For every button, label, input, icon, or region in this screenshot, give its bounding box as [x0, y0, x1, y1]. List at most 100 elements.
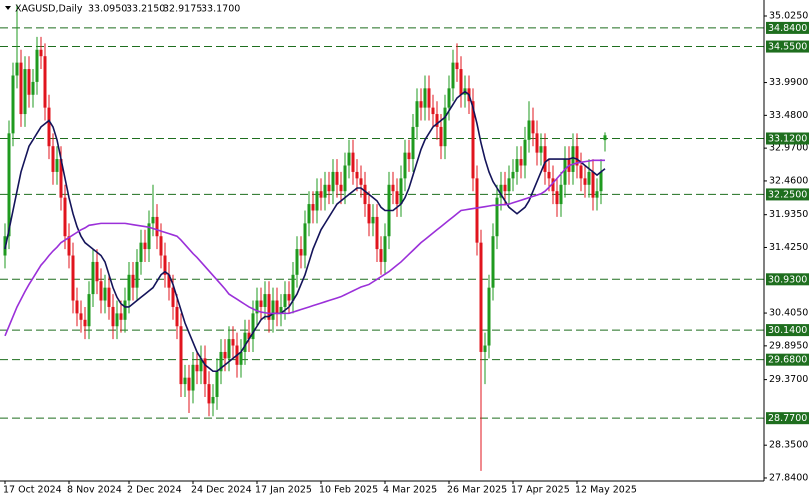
- candle-body: [527, 120, 531, 140]
- candle-body: [495, 197, 499, 237]
- x-tick-label: 17 Jan 2025: [255, 485, 312, 496]
- candle-body: [339, 184, 343, 192]
- y-tick-label: 35.0250: [769, 11, 808, 22]
- candle-body: [255, 300, 259, 314]
- candle-body: [47, 107, 51, 147]
- level-label: 30.9300: [768, 274, 807, 285]
- candle-body: [311, 204, 315, 211]
- candle-body: [139, 242, 143, 262]
- x-tick-label: 8 Nov 2024: [67, 485, 122, 496]
- candle-body: [207, 384, 211, 404]
- candle-body: [507, 178, 511, 192]
- candle-body: [491, 236, 495, 288]
- candle-body: [471, 101, 475, 179]
- candle-body: [371, 216, 375, 224]
- candle-body: [143, 242, 147, 250]
- candle-body: [487, 287, 491, 346]
- candle-body: [187, 377, 191, 391]
- x-tick-label: 24 Dec 2024: [191, 485, 252, 496]
- candle-body: [303, 223, 307, 256]
- candle-body: [75, 300, 79, 314]
- candle-body: [151, 216, 155, 224]
- level-label-box: [766, 412, 809, 425]
- candle-body: [559, 184, 563, 205]
- candle-body: [51, 146, 55, 172]
- y-tick-label: 27.8400: [769, 472, 808, 483]
- candle-body: [183, 377, 187, 385]
- candle-body: [15, 62, 19, 76]
- candle-body: [395, 191, 399, 205]
- candle-body: [211, 396, 215, 404]
- candle-body: [287, 294, 291, 301]
- plot-area: [0, 4, 764, 471]
- candle-body: [459, 69, 463, 95]
- candle-body: [439, 126, 443, 147]
- candle-body: [259, 300, 263, 307]
- candle-body: [403, 152, 407, 179]
- moving-average-line: [4, 159, 605, 337]
- candle-body: [347, 152, 351, 166]
- candle-body: [563, 159, 567, 185]
- level-label: 28.7700: [768, 413, 807, 424]
- candle-body: [55, 159, 59, 172]
- candle-body: [7, 133, 11, 237]
- ohlc-high: 33.2150: [126, 4, 165, 15]
- candle-body: [599, 171, 603, 192]
- candle-body: [355, 171, 359, 179]
- candle-body: [595, 191, 599, 198]
- y-tick-label: 32.4600: [769, 175, 808, 186]
- candle-body: [83, 319, 87, 327]
- candle-body: [483, 345, 487, 352]
- collapse-arrow[interactable]: [5, 6, 11, 10]
- y-tick-label: 32.9700: [769, 143, 808, 154]
- candle-body: [247, 332, 251, 340]
- candle-body: [551, 178, 555, 192]
- candle-body: [95, 261, 99, 282]
- candle-body: [531, 120, 535, 134]
- candle-body: [159, 236, 163, 256]
- candle-body: [363, 184, 367, 205]
- candle-body: [43, 56, 47, 108]
- candle-body: [87, 294, 91, 327]
- candle-body: [59, 159, 63, 198]
- candle-body: [107, 287, 111, 307]
- candle-body: [263, 294, 267, 307]
- candle-body: [523, 139, 527, 166]
- candle-body: [591, 171, 595, 198]
- candle-body: [407, 152, 411, 160]
- candle-body: [91, 261, 95, 295]
- level-label-box: [766, 132, 809, 145]
- y-tick-label: 31.9350: [769, 209, 808, 220]
- candle-body: [179, 326, 183, 385]
- candle-body: [147, 223, 151, 250]
- level-label-box: [766, 188, 809, 201]
- candle-body: [415, 101, 419, 127]
- y-tick-label: 33.4800: [769, 110, 808, 121]
- candle-body: [215, 371, 219, 397]
- candle-body: [343, 165, 347, 192]
- candle-body: [203, 358, 207, 385]
- x-tick-label: 10 Feb 2025: [319, 485, 378, 496]
- level-label: 34.5500: [768, 42, 807, 53]
- candle-body: [123, 300, 127, 320]
- candle-body: [383, 236, 387, 262]
- x-tick-label: 12 May 2025: [575, 485, 637, 496]
- ohlc-open: 33.0950: [88, 4, 127, 15]
- candle-body: [479, 242, 483, 352]
- candle-body: [499, 184, 503, 198]
- candle-body: [11, 75, 15, 134]
- candle-body: [131, 274, 135, 288]
- candle-body: [535, 133, 539, 153]
- candle-body: [571, 146, 575, 172]
- candle-body: [155, 216, 159, 237]
- candle-body: [135, 261, 139, 288]
- candle-body: [23, 69, 27, 115]
- candle-body: [171, 287, 175, 307]
- candle-body: [515, 159, 519, 172]
- level-label-box: [766, 40, 809, 53]
- candle-body: [451, 62, 455, 89]
- candle-body: [223, 351, 227, 359]
- x-tick-label: 2 Dec 2024: [127, 485, 182, 496]
